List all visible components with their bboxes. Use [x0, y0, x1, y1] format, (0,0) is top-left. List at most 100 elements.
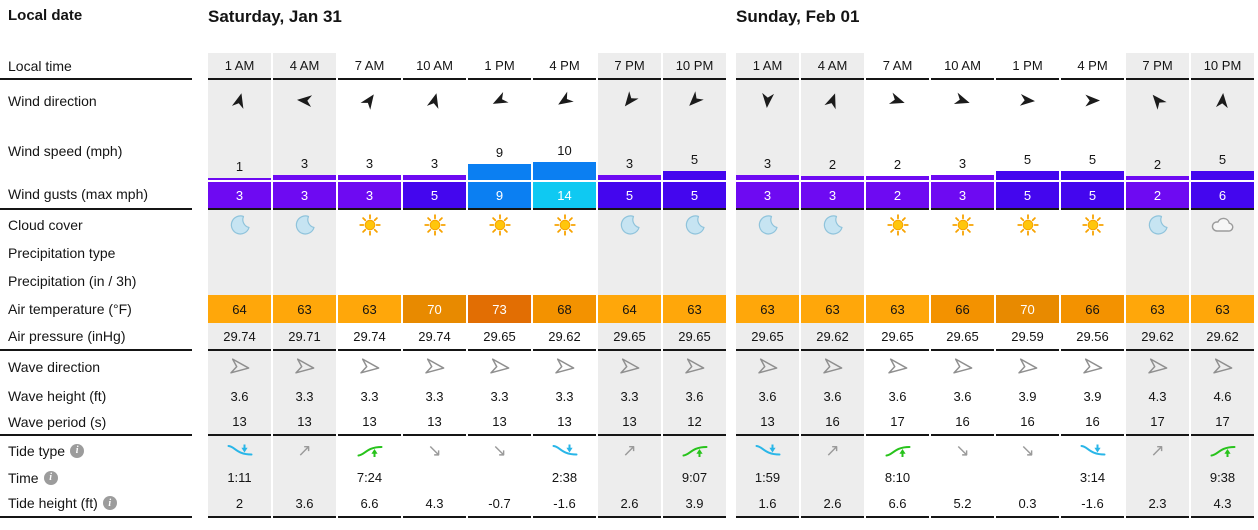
cloud-cover-cell: [996, 210, 1059, 239]
precipitation-amount-cell: [403, 267, 466, 295]
row-label-windspeed: Wind speed (mph): [0, 121, 192, 180]
time-label: 10 PM: [675, 58, 714, 73]
info-icon[interactable]: i: [70, 443, 85, 458]
wind-speed-bar: [208, 178, 271, 180]
air-pressure-value: 29.74: [418, 328, 451, 344]
air-pressure-value: 29.62: [1206, 328, 1239, 344]
tide-time-value: 1:11: [227, 470, 252, 485]
wind-gust-value: 5: [430, 187, 439, 203]
wave-direction-icon: [359, 356, 381, 378]
wave-height-value: 3.3: [620, 388, 639, 404]
precipitation-type-cell: [533, 239, 596, 267]
tide-type-cell: ↗: [273, 436, 336, 465]
wind-gust-value: 3: [365, 187, 374, 203]
air-temperature-cell: 66: [1061, 295, 1124, 323]
wind-speed-bar: [403, 175, 466, 180]
precipitation-type-cell: [1061, 239, 1124, 267]
row-labels-column: Local date Local time Wind direction Wind …: [0, 0, 208, 518]
air-temperature-cell: 73: [468, 295, 531, 323]
row-label-press: Air pressure (inHg): [0, 323, 192, 351]
wave-height-value: 3.9: [1083, 388, 1102, 404]
time-header-cell: 10 AM: [931, 53, 994, 80]
time-header-cell: 4 PM: [1061, 53, 1124, 80]
air-temperature-cell: 64: [208, 295, 271, 323]
wave-direction-cell: [273, 351, 336, 383]
wind-gusts-cell: 3: [736, 180, 799, 210]
precipitation-type-cell: [663, 239, 726, 267]
precipitation-amount-cell: [866, 267, 929, 295]
wind-speed-value: 5: [690, 152, 699, 167]
forecast-column: 4 AM 3 3 63 29.71 3.3 13 ↗ 3.6: [273, 53, 336, 518]
air-temperature-cell: 63: [273, 295, 336, 323]
wave-period-value: 13: [427, 414, 442, 429]
tide-height-cell: -0.7: [468, 490, 531, 518]
wave-direction-icon: [424, 356, 446, 378]
wind-direction-cell: [273, 80, 336, 121]
tide-height-cell: 0.3: [996, 490, 1059, 518]
wave-period-cell: 12: [663, 409, 726, 436]
tide-height-cell: 2.3: [1126, 490, 1189, 518]
precipitation-amount-cell: [598, 267, 661, 295]
wind-direction-icon: [1213, 91, 1232, 110]
wind-speed-cell: 9: [468, 121, 531, 180]
info-icon[interactable]: i: [102, 496, 117, 510]
tide-height-value: 6.6: [360, 495, 379, 511]
time-label: 10 PM: [1203, 58, 1242, 73]
row-label-tidetype: Tide type i: [0, 436, 192, 465]
sun-icon: [1015, 212, 1041, 238]
precipitation-type-cell: [1191, 239, 1254, 267]
precipitation-amount-cell: [338, 267, 401, 295]
precipitation-amount-cell: [801, 267, 864, 295]
wave-period-cell: 13: [598, 409, 661, 436]
wind-direction-cell: [533, 80, 596, 121]
wind-speed-value: 10: [557, 143, 572, 158]
row-label-pamt: Precipitation (in / 3h): [0, 267, 192, 295]
wave-period-value: 16: [1085, 414, 1100, 429]
wind-direction-icon: [953, 91, 972, 110]
wind-speed-bar: [468, 164, 531, 180]
moon-icon: [1147, 214, 1169, 236]
tide-height-cell: 1.6: [736, 490, 799, 518]
cloud-cover-cell: [866, 210, 929, 239]
time-header-cell: 4 AM: [273, 53, 336, 80]
wind-speed-value: 3: [430, 156, 439, 171]
sun-icon: [487, 212, 513, 238]
cloud-cover-cell: [736, 210, 799, 239]
wave-direction-cell: [931, 351, 994, 383]
air-pressure-value: 29.65: [946, 328, 979, 344]
precipitation-amount-cell: [468, 267, 531, 295]
cloud-cover-cell: [1061, 210, 1124, 239]
time-label: 1 PM: [1012, 58, 1043, 73]
wind-gusts-cell: 2: [1126, 180, 1189, 210]
wind-direction-icon: [823, 91, 842, 110]
tide-height-cell: -1.6: [533, 490, 596, 518]
wind-gust-value: 3: [235, 187, 244, 203]
wind-direction-cell: [468, 80, 531, 121]
day-group: Sunday, Feb 01 1 AM 3 3 63 29.65 3.6 13 1:59 1.6 4…: [736, 0, 1256, 518]
time-header-cell: 10 PM: [1191, 53, 1254, 80]
wind-direction-cell: [208, 80, 271, 121]
tide-high-icon: [682, 443, 708, 459]
row-label-text: Wind gusts (max mph): [8, 186, 149, 202]
air-temperature-cell: 63: [1191, 295, 1254, 323]
wind-speed-cell: 5: [1061, 121, 1124, 180]
row-label-tideh: Tide height (ft) i: [0, 490, 192, 518]
wave-period-cell: 13: [273, 409, 336, 436]
precipitation-type-cell: [598, 239, 661, 267]
day-title: Sunday, Feb 01: [736, 7, 860, 26]
precipitation-type-cell: [866, 239, 929, 267]
wave-period-cell: 16: [801, 409, 864, 436]
forecast-column: 10 AM 3 5 70 29.74 3.3 13 ↘ 4.3: [403, 53, 466, 518]
row-label-text: Precipitation (in / 3h): [8, 273, 137, 289]
wave-direction-icon: [294, 356, 316, 378]
time-label: 4 PM: [549, 58, 580, 73]
wave-period-value: 17: [1150, 414, 1165, 429]
wind-speed-value: 2: [893, 157, 902, 172]
wave-height-value: 3.9: [1018, 388, 1037, 404]
cloud-cover-cell: [931, 210, 994, 239]
forecast-column: 4 AM 2 3 63 29.62 3.6 16 ↗ 2.6: [801, 53, 864, 518]
info-icon[interactable]: i: [43, 470, 58, 485]
row-label-text: Wind direction: [8, 92, 97, 109]
wave-height-cell: 3.9: [1061, 383, 1124, 409]
air-temperature-cell: 63: [801, 295, 864, 323]
